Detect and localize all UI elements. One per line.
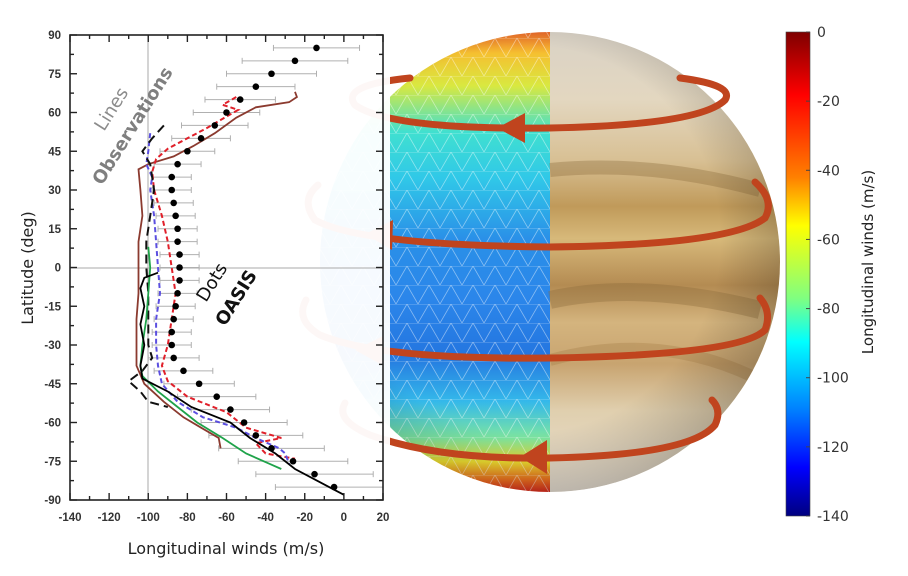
y-tick-label: 45 [48,146,61,158]
y-tick-label: 90 [48,30,61,42]
oasis-dot [174,238,181,245]
observation-line [127,124,169,408]
oasis-dots [168,44,338,491]
oasis-dot [172,302,179,310]
colorbar: 0 -20 -40 -60 -80 -100 -120 -140 Longitudinal w… [785,25,877,525]
oasis-dot [176,251,183,258]
observation-line [139,271,345,496]
oasis-dot [170,354,177,362]
y-tick-label: -90 [44,495,61,507]
colorbar-tick-labels: 0 -20 -40 -60 -80 -100 -120 -140 [806,25,849,525]
x-tick-label: -40 [257,512,274,524]
arrowhead-left-icon [497,113,525,143]
x-tick-label: 0 [341,512,347,524]
colorbar-tick-label: -80 [817,302,840,318]
colorbar-gradient [785,31,811,517]
y-tick-label: 75 [48,69,61,81]
observation-line [145,133,291,465]
y-tick-label: -30 [44,340,61,352]
colorbar-tick-label: -140 [817,509,849,525]
y-tick-label: 0 [55,263,61,275]
oasis-dot [170,315,177,323]
oasis-dot [168,186,176,194]
oasis-dot [291,57,299,65]
colorbar-title: Longitudinal winds (m/s) [859,170,877,354]
y-tick-label: 60 [48,108,61,120]
oasis-dot [268,70,275,78]
oasis-dot [168,173,176,181]
oasis-dot [195,380,203,388]
oasis-dot [311,470,318,478]
observation-line [151,96,296,460]
oasis-dot [168,341,176,349]
y-axis-title: Latitude (deg) [18,211,37,325]
x-tick-label: -20 [296,512,313,524]
y-axis-ticks [70,34,383,501]
x-tick-label: -140 [58,512,81,524]
y-axis-tick-labels: 90 75 60 45 30 15 0 -15 -30 -45 -60 -75 -90 [44,30,61,507]
oasis-dot [252,432,260,439]
observation-line [135,91,298,449]
y-tick-label: -75 [44,456,61,468]
oasis-dot [268,445,275,452]
venus-globe [299,32,780,492]
x-tick-label: -100 [137,512,160,524]
colorbar-tick-label: 0 [817,25,826,41]
oasis-dot [174,290,181,297]
oasis-dot [170,199,177,207]
oasis-dot [289,457,297,465]
colorbar-tick-label: -40 [817,163,840,179]
oasis-dot [240,419,248,426]
x-tick-label: -80 [179,512,196,524]
oasis-dot [176,264,183,271]
colorbar-tick-label: -60 [817,232,840,248]
colorbar-tick-label: -100 [817,371,849,387]
observation-line [139,246,282,470]
oasis-dot [211,122,219,129]
oasis-dot [236,96,244,103]
oasis-dot [227,406,234,413]
oasis-dot [252,83,260,90]
y-tick-label: -15 [44,301,61,313]
oasis-dot [330,483,338,491]
colorbar-tick-label: -120 [817,440,849,456]
x-tick-label: 20 [377,512,390,524]
observation-lines [127,91,345,496]
y-tick-label: -45 [44,379,61,391]
oasis-dot [184,147,191,155]
colorbar-tick-label: -20 [817,94,840,110]
oasis-dot [176,277,183,284]
y-tick-label: -60 [44,418,61,430]
x-tick-label: -60 [218,512,235,524]
oasis-dot [180,367,187,375]
oasis-dot [197,135,205,142]
latitude-wind-profile-plot: -140 -120 -100 -80 -60 -40 -20 0 20 90 75 60 45 30 15… [18,30,390,558]
oasis-dot [223,109,230,116]
oasis-dot [313,44,320,52]
oasis-dot [172,212,179,220]
arrowhead-left-icon [520,440,547,474]
oasis-dot [168,328,176,336]
y-tick-label: 30 [48,185,61,197]
x-axis-tick-labels: -140 -120 -100 -80 -60 -40 -20 0 20 [58,512,389,524]
x-axis-ticks [69,35,384,500]
oasis-dot [213,393,221,400]
x-tick-label: -120 [98,512,121,524]
oasis-dot [174,160,181,168]
y-tick-label: 15 [48,224,61,236]
x-axis-title: Longitudinal winds (m/s) [128,539,325,558]
oasis-dot [174,225,181,233]
